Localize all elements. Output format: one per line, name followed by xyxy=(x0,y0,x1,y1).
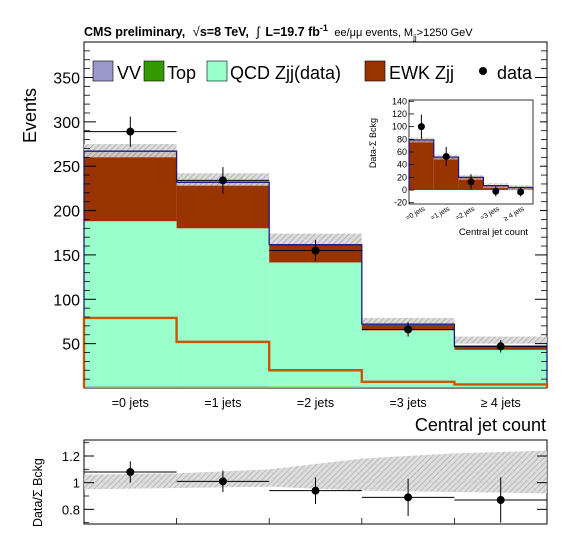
header-energy: s=8 TeV, xyxy=(200,25,249,39)
header-mass-cut: >1250 GeV xyxy=(417,27,474,39)
inset-bars xyxy=(408,114,534,197)
inset-y-tick-label: 40 xyxy=(397,160,407,170)
legend-marker-data xyxy=(479,67,487,75)
y-tick-label: 100 xyxy=(53,292,80,309)
y-tick-label: 250 xyxy=(53,159,80,176)
data-point-2 xyxy=(311,246,320,255)
ewk-only-line xyxy=(82,316,549,388)
x-tick-label: =2 jets xyxy=(297,396,334,410)
uncertainty-band-4 xyxy=(454,336,547,344)
inset-y-axis-label: Data-Σ Bckg xyxy=(368,118,378,168)
y-tick-label: 150 xyxy=(53,248,80,265)
legend-label-top: Top xyxy=(167,63,196,83)
legend: VV Top QCD Zjj(data) EWK Zjj data xyxy=(92,60,533,83)
header-channel: ee/μμ events, M xyxy=(334,27,413,39)
ratio-y-axis-label: Data/Σ Bckg xyxy=(31,458,45,527)
ratio-point-0 xyxy=(126,468,135,476)
ratio-point-3 xyxy=(404,493,413,502)
legend-label-qcd: QCD Zjj(data) xyxy=(230,63,341,83)
ratio-point-4 xyxy=(496,496,505,504)
y-tick-label: 300 xyxy=(53,115,80,132)
bar-vv-0 xyxy=(84,386,177,388)
inset-data-point-4 xyxy=(517,188,525,196)
y-tick-label: 50 xyxy=(62,337,80,354)
bar-qcd-zjj-data--0 xyxy=(84,221,177,387)
integral-symbol: ∫ xyxy=(255,24,261,39)
legend-swatch-top xyxy=(143,60,165,82)
inset-y-tick-label: -20 xyxy=(394,198,407,208)
inset-data-point-3 xyxy=(492,187,500,195)
bar-qcd-zjj-data--1 xyxy=(176,228,270,387)
ratio-axes: 0.8 1 1.2 xyxy=(62,442,547,524)
inset-data-point-1 xyxy=(442,152,450,160)
ratio-plot: 0.8 1 1.2 Data/Σ Bckg xyxy=(31,439,548,527)
header-lumi-exponent: -1 xyxy=(320,23,328,33)
x-tick-label: =1 jets xyxy=(204,396,241,410)
uncertainty-band-2 xyxy=(269,233,362,245)
x-tick-label: =3 jets xyxy=(390,396,427,410)
data-point-1 xyxy=(218,176,227,185)
main-x-axis-label: Central jet count xyxy=(415,415,546,435)
bar-ewk-zjj-0 xyxy=(84,151,177,222)
inset-y-tick-label: 0 xyxy=(402,185,407,195)
data-point-0 xyxy=(126,127,135,136)
stacked-bars xyxy=(82,116,549,388)
ratio-point-1 xyxy=(218,477,227,486)
ratio-y-tick-label: 1 xyxy=(73,476,80,491)
header-mass-sub: jj xyxy=(412,33,417,42)
bar-vv-2 xyxy=(269,387,362,388)
legend-label-vv: VV xyxy=(117,63,141,83)
bar-qcd-zjj-data--3 xyxy=(361,330,455,388)
legend-swatch-qcd xyxy=(206,60,228,82)
legend-swatch-vv xyxy=(92,60,114,82)
inset-x-axis-label: Central jet count xyxy=(459,227,529,238)
uncertainty-band-3 xyxy=(361,317,455,326)
header-lead: CMS preliminary, xyxy=(84,25,185,39)
data-point-4 xyxy=(496,342,505,351)
inset-data-point-0 xyxy=(417,123,425,131)
legend-swatch-ewk xyxy=(364,60,386,82)
ratio-point-2 xyxy=(311,486,320,495)
inset-data-point-2 xyxy=(467,178,475,186)
main-y-axis-label: Events xyxy=(20,88,40,143)
header-lumi: L=19.7 fb xyxy=(265,25,320,39)
legend-label-ewk: EWK Zjj xyxy=(389,63,454,83)
ratio-y-tick-label: 0.8 xyxy=(62,502,80,517)
bar-qcd-zjj-data--4 xyxy=(454,349,547,388)
y-tick-label: 200 xyxy=(53,204,80,221)
inset-y-tick-label: 120 xyxy=(392,109,407,119)
inset-y-tick-label: 20 xyxy=(397,172,407,182)
ratio-points xyxy=(84,450,547,523)
chart-header: CMS preliminary, √s=8 TeV, ∫ L=19.7 fb-1… xyxy=(84,20,473,42)
ratio-y-tick-label: 1.2 xyxy=(62,449,80,464)
inset-y-tick-label: 60 xyxy=(397,147,407,157)
inset-y-tick-label: 80 xyxy=(397,134,407,144)
inset-y-tick-label: 140 xyxy=(392,96,407,106)
inset-y-tick-label: 100 xyxy=(392,122,407,132)
y-tick-label: 350 xyxy=(53,70,80,87)
data-point-3 xyxy=(404,325,413,334)
sqrt-symbol: √ xyxy=(193,24,201,39)
x-tick-label: ≥ 4 jets xyxy=(481,396,521,410)
bar-qcd-zjj-data--2 xyxy=(269,262,362,387)
legend-label-data: data xyxy=(497,63,533,83)
bar-vv-1 xyxy=(176,386,270,388)
x-tick-label: =0 jets xyxy=(112,396,149,410)
